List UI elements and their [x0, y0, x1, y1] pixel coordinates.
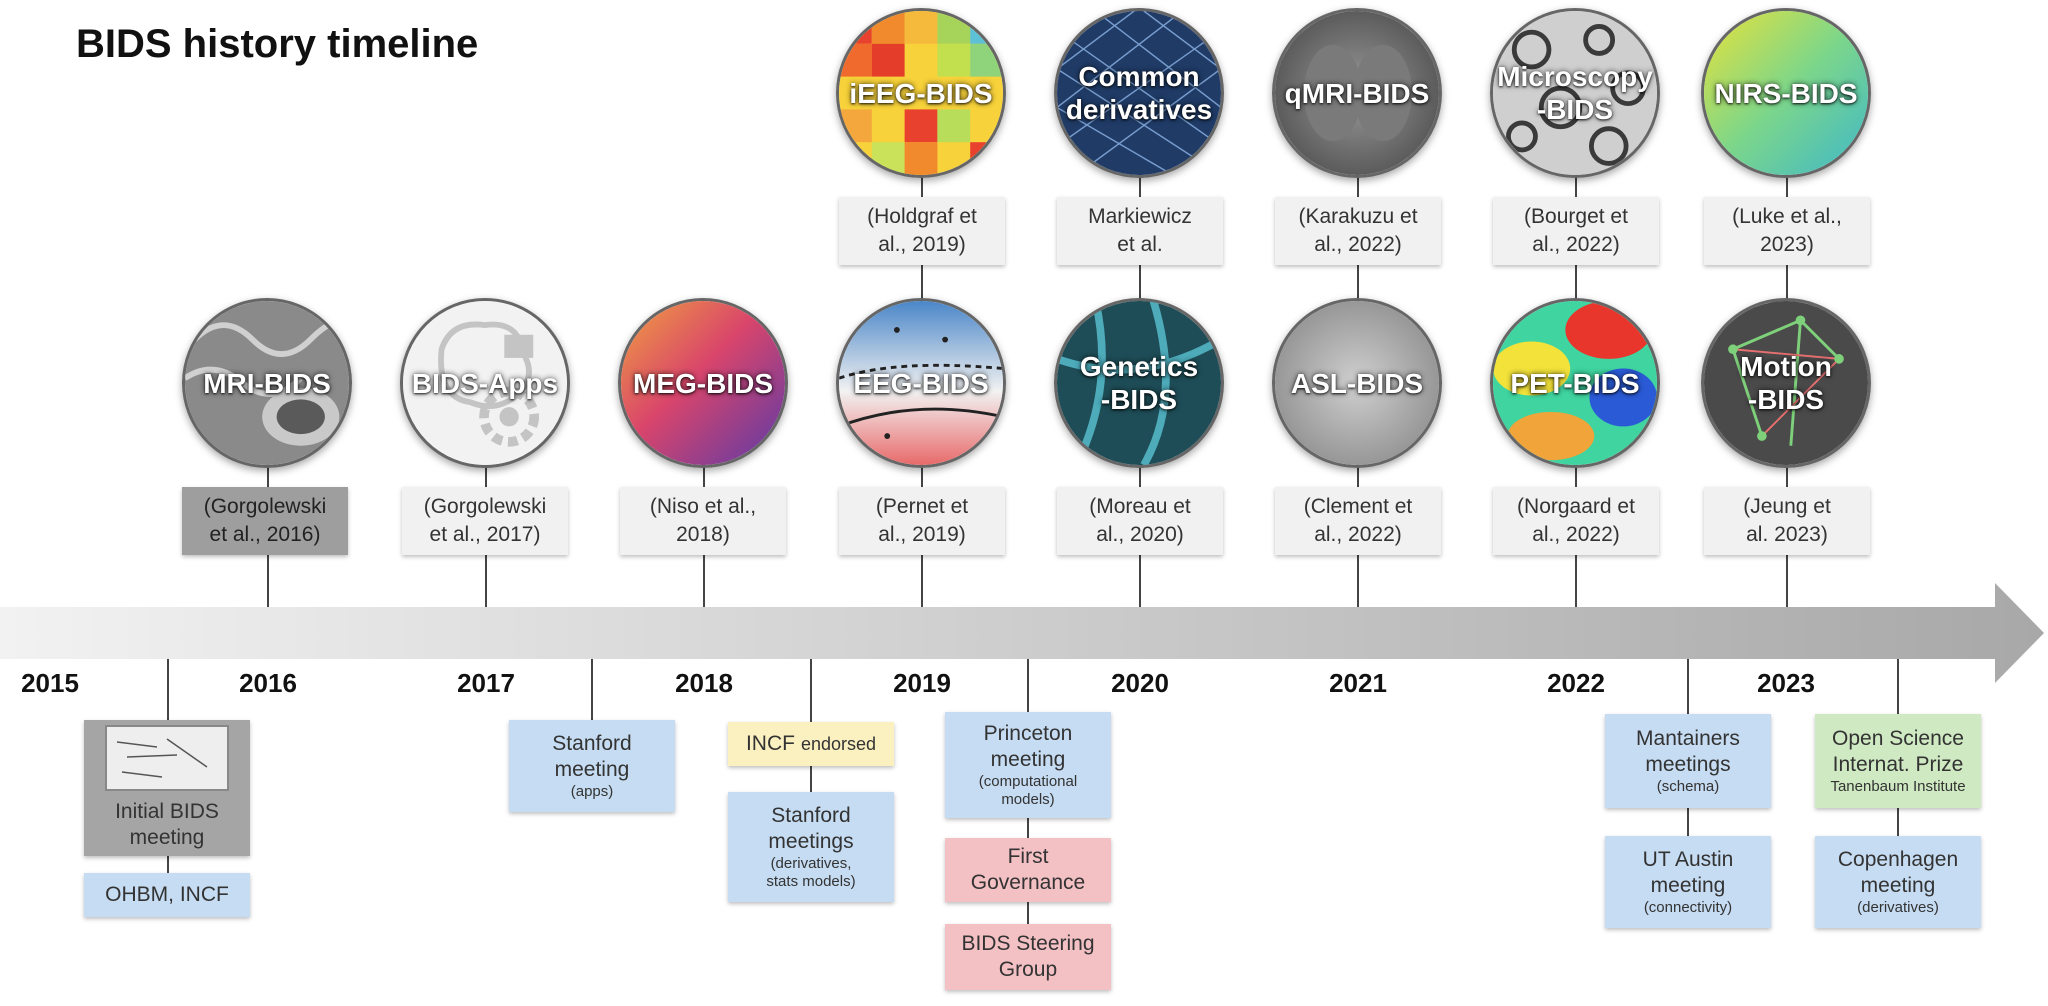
event-title: Copenhagen meeting — [1837, 848, 1959, 897]
microscopy-texture-icon — [1493, 11, 1657, 175]
citation-box: (Clement et al., 2022) — [1275, 487, 1441, 555]
pet-bids-circle: PET-BIDS — [1490, 298, 1660, 468]
dna-texture-icon — [1057, 301, 1221, 465]
event-ut-austin: UT Austin meeting (connectivity) — [1605, 836, 1771, 928]
page-title: BIDS history timeline — [76, 22, 479, 66]
pet-texture-icon — [1493, 301, 1657, 465]
event-subtitle: Tanenbaum Institute — [1830, 778, 1966, 795]
microscopy-bids-circle: Microscopy -BIDS — [1490, 8, 1660, 178]
circle-label: qMRI-BIDS — [1284, 77, 1430, 109]
event-subtitle: endorsed — [800, 734, 877, 754]
event-title: UT Austin meeting — [1642, 848, 1734, 897]
genetics-bids-circle: Genetics -BIDS — [1054, 298, 1224, 468]
circle-label: Microscopy -BIDS — [1497, 61, 1653, 125]
heatmap-texture-icon — [839, 11, 1003, 175]
motion-bids-circle: Motion -BIDS — [1701, 298, 1871, 468]
mri-brain-texture-icon — [185, 301, 349, 465]
circle-label: BIDS-Apps — [411, 367, 559, 399]
citation-box: (Jeung et al. 2023) — [1704, 487, 1870, 555]
qmri-bids-circle: qMRI-BIDS — [1272, 8, 1442, 178]
event-title: BIDS Steering Group — [961, 932, 1095, 981]
circle-label: MEG-BIDS — [633, 367, 773, 399]
event-ohbm-incf: OHBM, INCF — [84, 873, 250, 917]
event-title: Mantainers meetings — [1636, 727, 1740, 776]
eeg-bids-circle: EEG-BIDS — [836, 298, 1006, 468]
meg-texture-icon — [621, 301, 785, 465]
year-label-2021: 2021 — [1329, 668, 1387, 698]
asl-texture-icon — [1275, 301, 1439, 465]
circle-label: Motion -BIDS — [1740, 351, 1832, 415]
event-title: OHBM, INCF — [105, 883, 229, 906]
event-open-science-prize: Open Science Internat. Prize Tanenbaum I… — [1815, 714, 1981, 808]
citation-box: (Pernet et al., 2019) — [839, 487, 1005, 555]
event-copenhagen: Copenhagen meeting (derivatives) — [1815, 836, 1981, 928]
event-steering-group: BIDS Steering Group — [945, 924, 1111, 990]
citation-box: (Gorgolewski et al., 2017) — [402, 487, 568, 555]
nirs-bids-circle: NIRS-BIDS — [1701, 8, 1871, 178]
brain-gear-icon — [403, 301, 567, 465]
nirs-texture-icon — [1704, 11, 1868, 175]
bids-apps-circle: BIDS-Apps — [400, 298, 570, 468]
motion-skeleton-icon — [1704, 301, 1868, 465]
event-subtitle: (apps) — [570, 783, 614, 800]
citation-box: (Bourget et al., 2022) — [1493, 197, 1659, 265]
citation-box: (Luke et al., 2023) — [1704, 197, 1870, 265]
citation-box: (Niso et al., 2018) — [620, 487, 786, 555]
citation-box: (Gorgolewski et al., 2016) — [182, 487, 348, 555]
circle-label: MRI-BIDS — [203, 367, 331, 399]
citation-box: (Holdgraf et al., 2019) — [839, 197, 1005, 265]
event-initial-meeting: Initial BIDS meeting — [84, 720, 250, 856]
mesh-texture-icon — [1057, 11, 1221, 175]
event-title: First Governance — [970, 845, 1086, 894]
connector-line — [591, 659, 593, 721]
event-stanford-derivatives: Stanford meetings (derivatives, stats mo… — [728, 792, 894, 902]
meg-bids-circle: MEG-BIDS — [618, 298, 788, 468]
circle-label: ASL-BIDS — [1290, 367, 1424, 399]
whiteboard-photo — [105, 725, 229, 791]
event-title: Stanford meeting — [552, 732, 632, 781]
whiteboard-icon — [107, 727, 227, 789]
ieeg-bids-circle: iEEG-BIDS — [836, 8, 1006, 178]
event-first-governance: First Governance — [945, 838, 1111, 902]
circle-label: PET-BIDS — [1510, 367, 1640, 399]
year-label-2016: 2016 — [239, 668, 297, 698]
brain-scan-texture-icon — [1275, 11, 1439, 175]
eeg-texture-icon — [839, 301, 1003, 465]
event-subtitle: (computational models) — [978, 773, 1078, 808]
event-incf-endorsed: INCF endorsed — [728, 722, 894, 766]
event-title: Stanford meetings — [768, 804, 854, 853]
event-title: INCF — [745, 732, 795, 755]
citation-box: Markiewicz et al. — [1057, 197, 1223, 265]
year-label-2019: 2019 — [893, 668, 951, 698]
year-label-2022: 2022 — [1547, 668, 1605, 698]
event-subtitle: (connectivity) — [1643, 899, 1733, 916]
event-subtitle: (schema) — [1656, 778, 1720, 795]
year-label-2020: 2020 — [1111, 668, 1169, 698]
circle-label: Common derivatives — [1065, 61, 1213, 125]
citation-box: (Moreau et al., 2020) — [1057, 487, 1223, 555]
common-derivatives-circle: Common derivatives — [1054, 8, 1224, 178]
event-maintainers-meetings: Mantainers meetings (schema) — [1605, 714, 1771, 808]
year-label-2018: 2018 — [675, 668, 733, 698]
event-princeton: Princeton meeting (computational models) — [945, 712, 1111, 818]
event-subtitle: (derivatives) — [1857, 899, 1939, 916]
citation-box: (Norgaard et al., 2022) — [1493, 487, 1659, 555]
year-label-2023: 2023 — [1757, 668, 1815, 698]
citation-box: (Karakuzu et al., 2022) — [1275, 197, 1441, 265]
circle-label: iEEG-BIDS — [849, 77, 993, 109]
year-label-2015: 2015 — [21, 668, 79, 698]
circle-label: EEG-BIDS — [853, 367, 989, 399]
asl-bids-circle: ASL-BIDS — [1272, 298, 1442, 468]
event-subtitle: (derivatives, stats models) — [766, 855, 856, 890]
event-stanford-apps: Stanford meeting (apps) — [509, 720, 675, 812]
circle-label: NIRS-BIDS — [1714, 77, 1858, 109]
event-title: Princeton meeting — [983, 722, 1073, 771]
mri-bids-circle: MRI-BIDS — [182, 298, 352, 468]
event-title: Open Science Internat. Prize — [1832, 727, 1964, 776]
year-label-2017: 2017 — [457, 668, 515, 698]
circle-label: Genetics -BIDS — [1079, 351, 1199, 415]
event-title: Initial BIDS meeting — [115, 800, 219, 849]
